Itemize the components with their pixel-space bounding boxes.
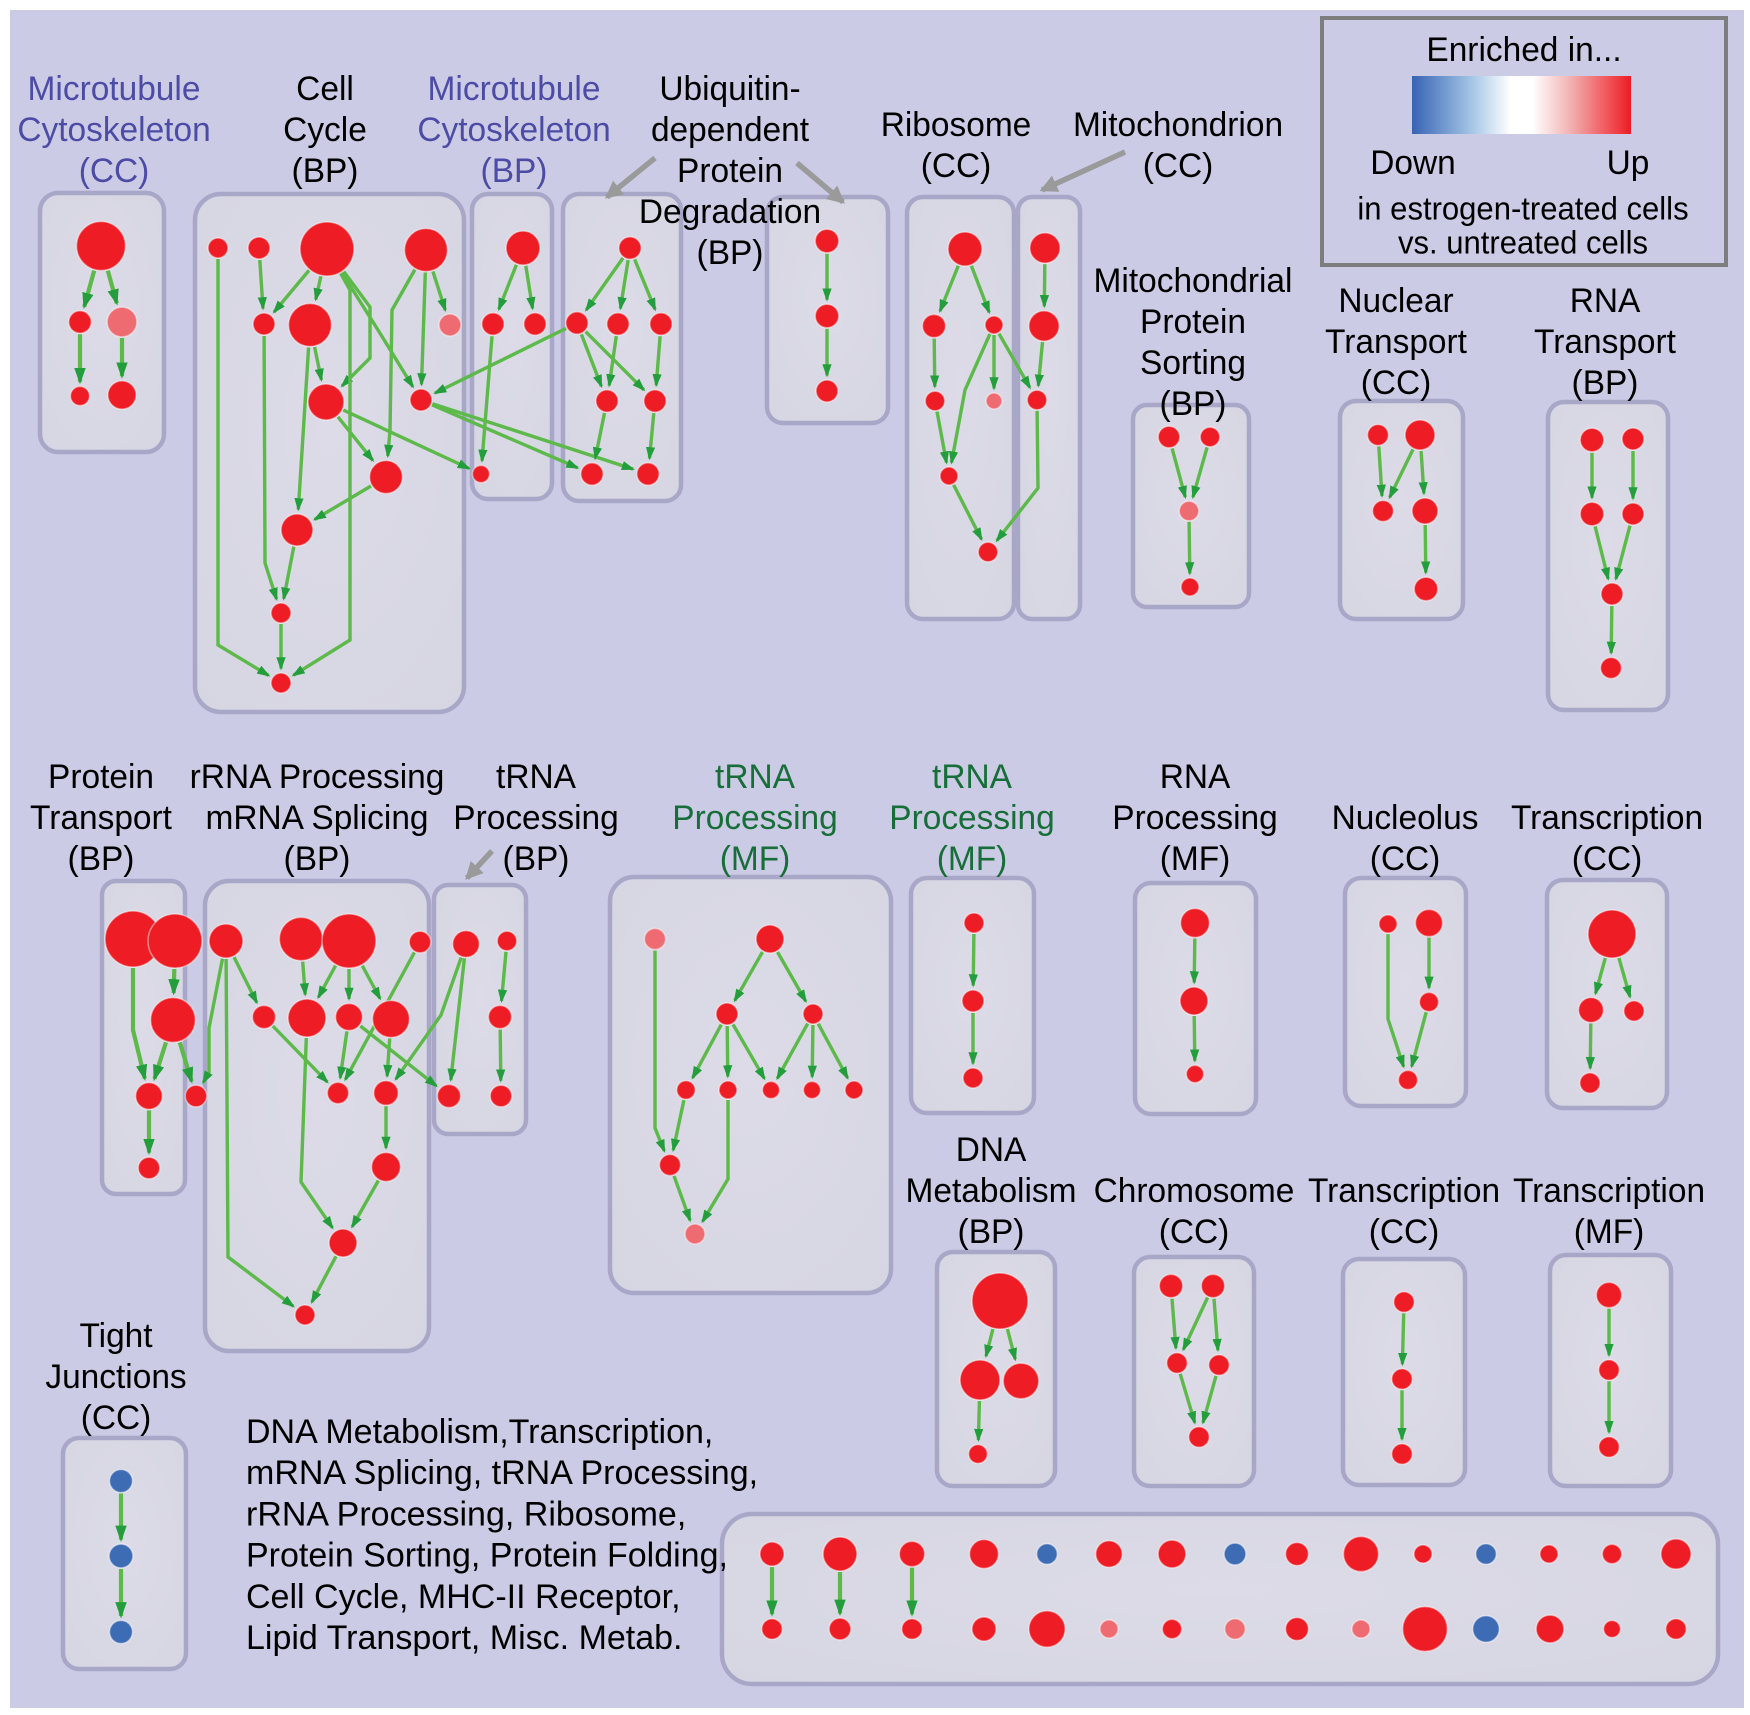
svg-text:DNA: DNA: [956, 1131, 1027, 1170]
svg-text:(CC): (CC): [79, 152, 150, 191]
svg-text:rRNA Processing, Ribosome,: rRNA Processing, Ribosome,: [246, 1495, 686, 1533]
svg-text:Processing: Processing: [453, 799, 618, 838]
svg-text:(BP): (BP): [697, 234, 764, 273]
svg-text:mRNA Splicing, tRNA Processing: mRNA Splicing, tRNA Processing,: [246, 1454, 758, 1492]
svg-text:Cell Cycle, MHC-II Receptor,: Cell Cycle, MHC-II Receptor,: [246, 1578, 681, 1616]
svg-text:dependent: dependent: [651, 111, 810, 150]
svg-text:Transport: Transport: [1534, 323, 1676, 362]
svg-text:(CC): (CC): [1143, 147, 1214, 186]
svg-text:(CC): (CC): [1361, 364, 1432, 403]
svg-text:(CC): (CC): [81, 1399, 152, 1438]
svg-text:Metabolism: Metabolism: [905, 1172, 1076, 1211]
svg-text:(MF): (MF): [1574, 1213, 1645, 1252]
svg-text:Processing: Processing: [889, 799, 1054, 838]
svg-text:Mitochondrion: Mitochondrion: [1073, 106, 1283, 145]
svg-text:(MF): (MF): [720, 840, 791, 879]
svg-text:vs. untreated cells: vs. untreated cells: [1398, 224, 1648, 261]
svg-text:Chromosome: Chromosome: [1094, 1172, 1295, 1211]
svg-text:Microtubule: Microtubule: [428, 70, 601, 109]
svg-text:Ubiquitin-: Ubiquitin-: [659, 70, 800, 109]
svg-text:RNA: RNA: [1570, 282, 1641, 321]
svg-text:Transcription: Transcription: [1308, 1172, 1500, 1211]
svg-text:Enriched in...: Enriched in...: [1426, 31, 1621, 70]
svg-text:Down: Down: [1370, 144, 1456, 183]
svg-text:Transport: Transport: [1325, 323, 1467, 362]
svg-text:Transcription: Transcription: [1513, 1172, 1705, 1211]
svg-text:Cycle: Cycle: [283, 111, 367, 150]
svg-text:Transcription: Transcription: [1511, 799, 1703, 838]
svg-text:tRNA: tRNA: [932, 758, 1012, 797]
svg-text:Mitochondrial: Mitochondrial: [1094, 262, 1293, 301]
svg-text:DNA Metabolism,Transcription,: DNA Metabolism,Transcription,: [246, 1413, 713, 1451]
svg-text:(CC): (CC): [1369, 1213, 1440, 1252]
svg-text:(BP): (BP): [503, 840, 570, 879]
svg-text:(CC): (CC): [1370, 840, 1441, 879]
svg-text:Lipid Transport, Misc. Metab.: Lipid Transport, Misc. Metab.: [246, 1619, 683, 1657]
svg-text:(MF): (MF): [1160, 840, 1231, 879]
svg-text:in estrogen-treated cells: in estrogen-treated cells: [1357, 190, 1688, 227]
svg-text:Tight: Tight: [79, 1317, 153, 1356]
svg-text:(BP): (BP): [1160, 385, 1227, 424]
svg-text:Processing: Processing: [1112, 799, 1277, 838]
svg-text:Sorting: Sorting: [1140, 344, 1246, 383]
svg-text:Ribosome: Ribosome: [881, 106, 1032, 145]
svg-text:Protein Sorting, Protein Foldi: Protein Sorting, Protein Folding,: [246, 1537, 728, 1575]
svg-text:(BP): (BP): [284, 840, 351, 879]
svg-text:(BP): (BP): [68, 840, 135, 879]
svg-text:(BP): (BP): [1572, 364, 1639, 403]
svg-text:Cell: Cell: [296, 70, 354, 109]
svg-text:Degradation: Degradation: [639, 193, 821, 232]
svg-text:(MF): (MF): [937, 840, 1008, 879]
svg-text:(CC): (CC): [1572, 840, 1643, 879]
svg-text:(BP): (BP): [958, 1213, 1025, 1252]
svg-text:Processing: Processing: [672, 799, 837, 838]
svg-text:tRNA: tRNA: [496, 758, 576, 797]
svg-text:Up: Up: [1607, 144, 1650, 183]
svg-text:Protein: Protein: [677, 152, 783, 191]
svg-text:Protein: Protein: [1140, 303, 1246, 342]
svg-text:Nuclear: Nuclear: [1338, 282, 1453, 321]
svg-text:mRNA Splicing: mRNA Splicing: [205, 799, 428, 838]
svg-text:rRNA Processing: rRNA Processing: [190, 758, 445, 797]
svg-text:Transport: Transport: [30, 799, 172, 838]
svg-text:(BP): (BP): [481, 152, 548, 191]
svg-text:(BP): (BP): [292, 152, 359, 191]
svg-text:Microtubule: Microtubule: [28, 70, 201, 109]
svg-text:Cytoskeleton: Cytoskeleton: [417, 111, 610, 150]
svg-text:Protein: Protein: [48, 758, 154, 797]
svg-text:Nucleolus: Nucleolus: [1332, 799, 1479, 838]
svg-text:(CC): (CC): [1159, 1213, 1230, 1252]
svg-text:Junctions: Junctions: [45, 1358, 186, 1397]
svg-text:tRNA: tRNA: [715, 758, 795, 797]
svg-text:(CC): (CC): [921, 147, 992, 186]
svg-text:Cytoskeleton: Cytoskeleton: [17, 111, 210, 150]
svg-text:RNA: RNA: [1160, 758, 1231, 797]
